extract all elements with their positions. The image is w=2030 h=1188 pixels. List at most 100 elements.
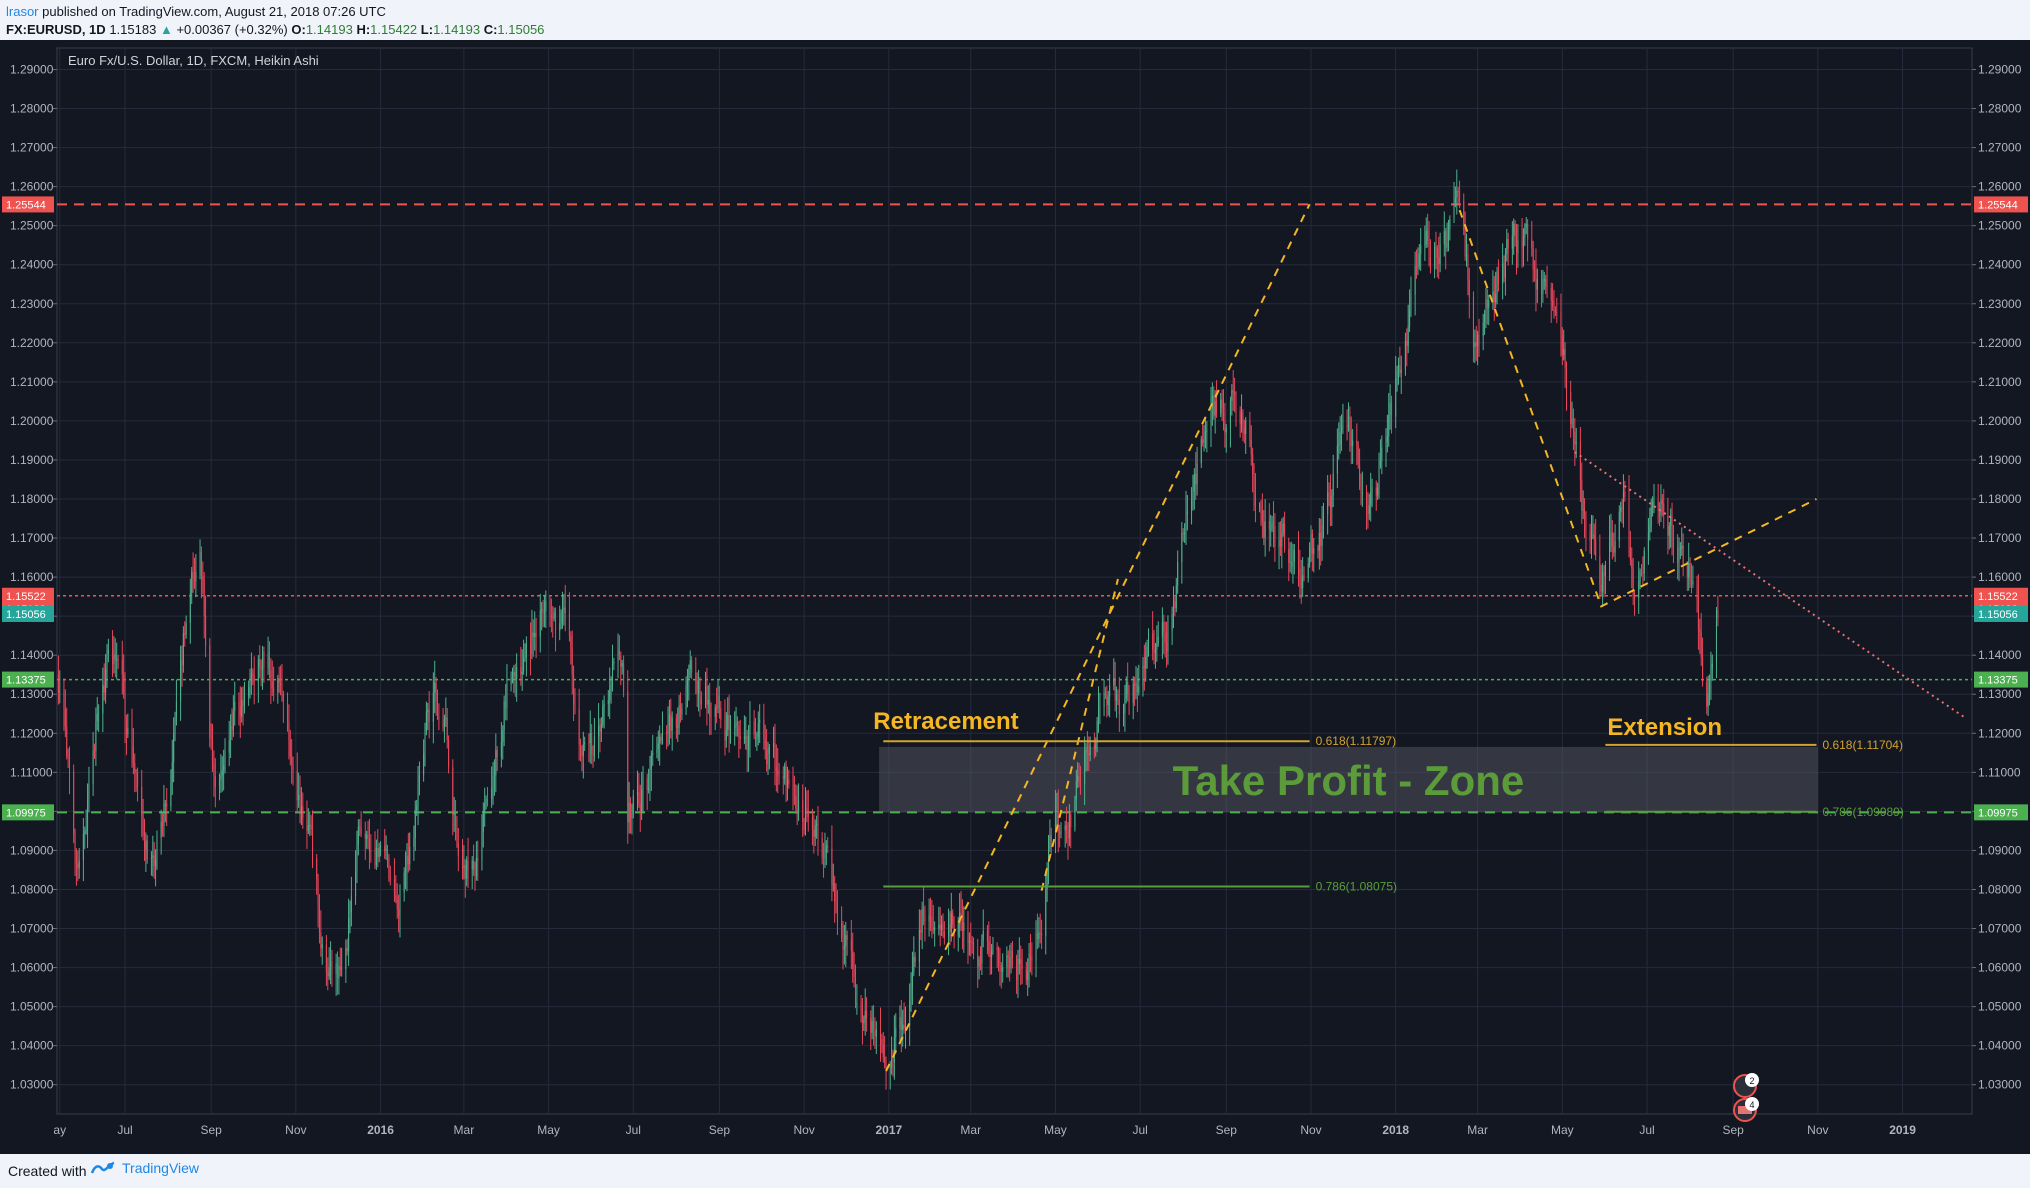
candle-body (1429, 257, 1431, 269)
candle-body (205, 616, 207, 646)
candle-body (230, 725, 232, 741)
candle-body (475, 857, 477, 877)
plot-area[interactable] (56, 47, 1973, 1115)
candle-body (1710, 668, 1712, 682)
candle-body (1609, 534, 1611, 565)
candle-body (1360, 486, 1362, 494)
event-count-2: 4 (1749, 1100, 1754, 1110)
candle-body (530, 643, 532, 654)
candle-body (720, 707, 722, 720)
candle-body (514, 671, 516, 680)
candle-body (1395, 378, 1397, 417)
candle-body (1639, 571, 1641, 581)
candle-body (360, 828, 362, 834)
candle-body (491, 788, 493, 799)
candle-body (428, 709, 430, 722)
time-axis[interactable]: ay Jul Sep Nov 2016 Mar May Jul Sep Nov 2017 Mar May… (53, 1123, 1916, 1137)
candle-body (335, 963, 337, 974)
candle-body (764, 739, 766, 750)
candle-body (657, 743, 659, 749)
candle-body (1349, 416, 1351, 431)
candle-body (804, 807, 807, 830)
candle-body (368, 838, 370, 851)
candle-body (718, 696, 720, 708)
candle-body (884, 1057, 886, 1064)
candle-body (271, 681, 273, 689)
candle-body (1689, 563, 1691, 585)
candle-body (117, 659, 119, 661)
candle-body (1534, 269, 1536, 271)
candle-body (1086, 746, 1088, 754)
candle-body (1084, 750, 1086, 784)
candle-body (452, 767, 454, 815)
candle-body (1711, 663, 1713, 669)
candle-body (603, 703, 605, 707)
candle-body (57, 674, 59, 693)
candle-body (785, 766, 787, 786)
candle-body (307, 825, 309, 831)
candle-body (559, 623, 561, 631)
y-tick-label-right: 1.05000 (1978, 1000, 2022, 1014)
candle-body (1027, 971, 1029, 980)
candle-body (1367, 511, 1369, 514)
candle-body (409, 847, 411, 865)
candle-body (1184, 533, 1186, 535)
candle-body (735, 721, 737, 727)
price-tag-left-text: 1.15056 (6, 609, 46, 621)
candle-body (734, 726, 736, 728)
candle-body (388, 857, 390, 878)
candle-body (670, 714, 672, 731)
price-tag-left (2, 196, 54, 213)
candle-body (75, 855, 77, 864)
candle-body (1439, 244, 1441, 264)
candle-body (1161, 621, 1163, 637)
candle-body (861, 1010, 863, 1024)
chart-container[interactable]: Take Profit - Zone 0.618(1.11797) 0.786(1… (0, 40, 2030, 1154)
candle-body (223, 765, 225, 771)
y-tick-label-left: 1.05000 (10, 1000, 54, 1014)
x-tick-label: 2019 (1889, 1123, 1916, 1137)
candle-body (1652, 501, 1654, 508)
candle-body (679, 705, 682, 715)
event-badges[interactable]: 2 4 (1733, 1073, 1759, 1122)
candle-body (1009, 957, 1011, 969)
candle-body (1320, 532, 1322, 546)
candle-body (473, 860, 475, 870)
price-chart[interactable]: Take Profit - Zone 0.618(1.11797) 0.786(1… (0, 40, 2030, 1154)
event-count-1: 2 (1749, 1076, 1754, 1086)
candle-body (1007, 955, 1009, 958)
candle-body (1634, 595, 1636, 598)
candle-body (1700, 632, 1702, 658)
candle-body (1638, 580, 1640, 598)
candle-body (1254, 493, 1256, 506)
candle-body (1067, 830, 1069, 839)
candle-body (152, 855, 154, 858)
left-price-axis[interactable]: 1.29000 1.28000 1.27000 1.26000 1.25000 1.240… (2, 62, 57, 1092)
rally-trend-1 (885, 203, 1311, 1072)
candle-body (835, 901, 837, 903)
fib-label-ret-618: 0.618(1.11797) (1316, 734, 1397, 748)
author-link[interactable]: lrasor (6, 4, 39, 19)
right-price-axis[interactable]: 1.29000 1.28000 1.27000 1.26000 1.25000 1.240… (1972, 62, 2028, 1092)
candle-body (1629, 546, 1631, 560)
candle-body (773, 742, 775, 748)
candle-body (463, 865, 465, 869)
event-count-badge (1745, 1073, 1759, 1087)
candle-body (525, 643, 527, 658)
candle-body (1507, 239, 1509, 249)
candle-body (1686, 564, 1688, 578)
candle-body (714, 707, 716, 717)
candle-body (860, 1003, 862, 1011)
candle-body (1128, 694, 1130, 704)
y-tick-label-right: 1.11000 (1978, 765, 2021, 779)
y-tick-label-left: 1.24000 (10, 258, 54, 272)
candle-body (1459, 191, 1461, 201)
candle-body (495, 750, 497, 776)
candle-body (1339, 431, 1341, 445)
tradingview-link[interactable]: TradingView (90, 1160, 199, 1176)
candle-body (200, 551, 202, 577)
candle-body (553, 612, 555, 619)
candle-body (416, 806, 418, 811)
candle-body (1593, 534, 1595, 540)
candle-body (1292, 561, 1294, 567)
